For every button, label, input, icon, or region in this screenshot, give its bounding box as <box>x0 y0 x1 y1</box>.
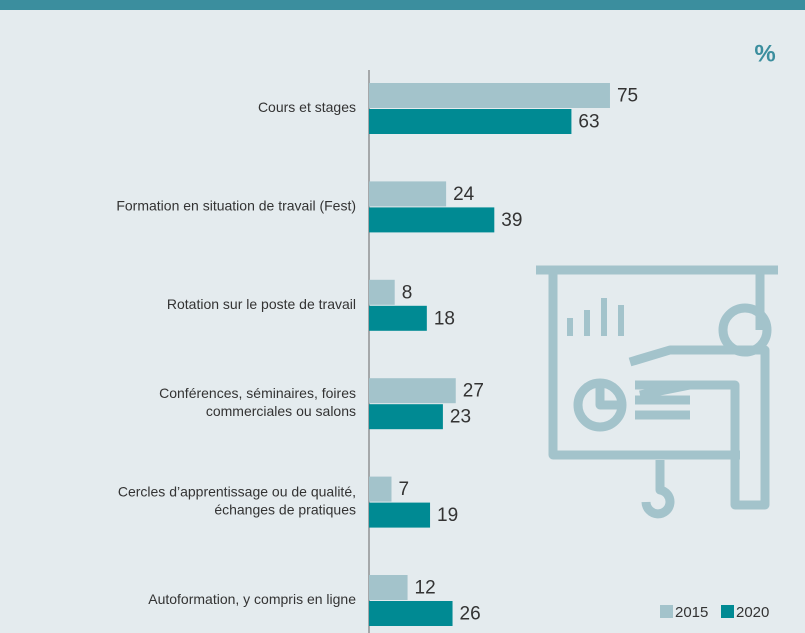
bar <box>369 378 456 404</box>
category-label: Formation en situation de travail (Fest) <box>116 197 356 213</box>
category-line: Cercles d’apprentissage ou de qualité, <box>118 483 356 499</box>
value-label: 27 <box>463 381 484 402</box>
category-label: Autoformation, y compris en ligne <box>148 591 356 607</box>
unit-label: % <box>754 40 775 67</box>
presentation-icon <box>536 265 778 519</box>
value-label: 75 <box>617 86 638 107</box>
bar <box>369 181 447 207</box>
value-label: 8 <box>402 282 413 303</box>
value-label: 18 <box>434 308 455 329</box>
bar <box>369 601 453 626</box>
bar <box>369 476 392 502</box>
value-label: 19 <box>437 505 458 526</box>
bar <box>369 575 408 600</box>
category-line: Conférences, séminaires, foires <box>159 385 356 401</box>
value-label: 24 <box>453 184 475 205</box>
category-line: commerciales ou salons <box>206 403 356 419</box>
bar <box>369 109 572 134</box>
category-line: Rotation sur le poste de travail <box>167 296 356 312</box>
legend-label: 2015 <box>675 604 708 621</box>
value-label: 23 <box>450 407 471 428</box>
bar <box>369 207 495 233</box>
category-label: Cercles d’apprentissage ou de qualité, éc… <box>118 483 356 517</box>
category-label: Cours et stages <box>258 99 356 115</box>
value-label: 39 <box>501 210 522 231</box>
value-label: 7 <box>398 479 409 500</box>
bar <box>369 404 443 430</box>
category-label: Rotation sur le poste de travail <box>167 296 356 312</box>
category-line: Cours et stages <box>258 99 356 115</box>
bar <box>369 305 427 331</box>
value-label: 12 <box>415 578 436 599</box>
category-line: Autoformation, y compris en ligne <box>148 591 356 607</box>
top-band <box>0 0 805 10</box>
legend-label: 2020 <box>736 604 769 621</box>
category-label: Conférences, séminaires, foires commercia… <box>159 385 356 419</box>
bar <box>369 502 431 528</box>
bar <box>369 279 395 305</box>
category-line: Formation en situation de travail (Fest) <box>116 197 356 213</box>
legend-swatch <box>721 605 734 618</box>
category-line: échanges de pratiques <box>214 501 356 517</box>
value-label: 26 <box>460 604 481 625</box>
legend-swatch <box>660 605 673 618</box>
value-label: 63 <box>578 112 599 133</box>
bar <box>369 83 610 108</box>
